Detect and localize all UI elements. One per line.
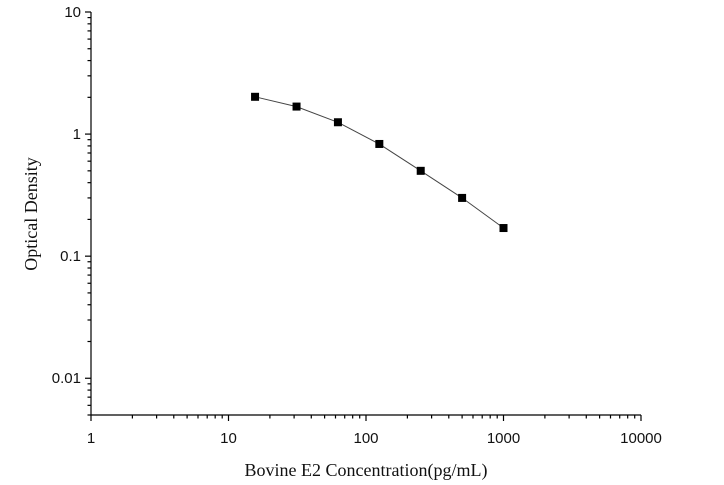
data-point bbox=[499, 224, 508, 233]
y-tick-label: 10 bbox=[64, 4, 81, 21]
data-point bbox=[375, 139, 384, 148]
data-point bbox=[292, 102, 301, 111]
x-tick-label: 100 bbox=[353, 430, 378, 447]
y-tick-label: 1 bbox=[73, 126, 81, 143]
x-tick-label: 1000 bbox=[487, 430, 520, 447]
x-tick-labels: 1 10 100 1000 10000 bbox=[87, 430, 662, 447]
x-axis-ticks bbox=[90, 415, 642, 421]
x-tick-label: 10 bbox=[220, 430, 237, 447]
x-tick-label: 10000 bbox=[620, 430, 662, 447]
y-axis-ticks bbox=[85, 11, 91, 416]
y-tick-labels: 10 1 0.1 0.01 bbox=[52, 4, 81, 387]
x-tick-label: 1 bbox=[87, 430, 95, 447]
fitted-curve-line bbox=[254, 96, 504, 229]
data-point bbox=[458, 193, 467, 202]
y-axis-title: Optical Density bbox=[21, 157, 41, 270]
data-point bbox=[251, 92, 260, 101]
data-points bbox=[251, 92, 508, 233]
y-tick-label: 0.1 bbox=[60, 248, 81, 265]
data-point bbox=[416, 166, 425, 175]
data-point bbox=[333, 118, 342, 127]
y-tick-label: 0.01 bbox=[52, 370, 81, 387]
x-axis-title: Bovine E2 Concentration(pg/mL) bbox=[245, 460, 488, 481]
